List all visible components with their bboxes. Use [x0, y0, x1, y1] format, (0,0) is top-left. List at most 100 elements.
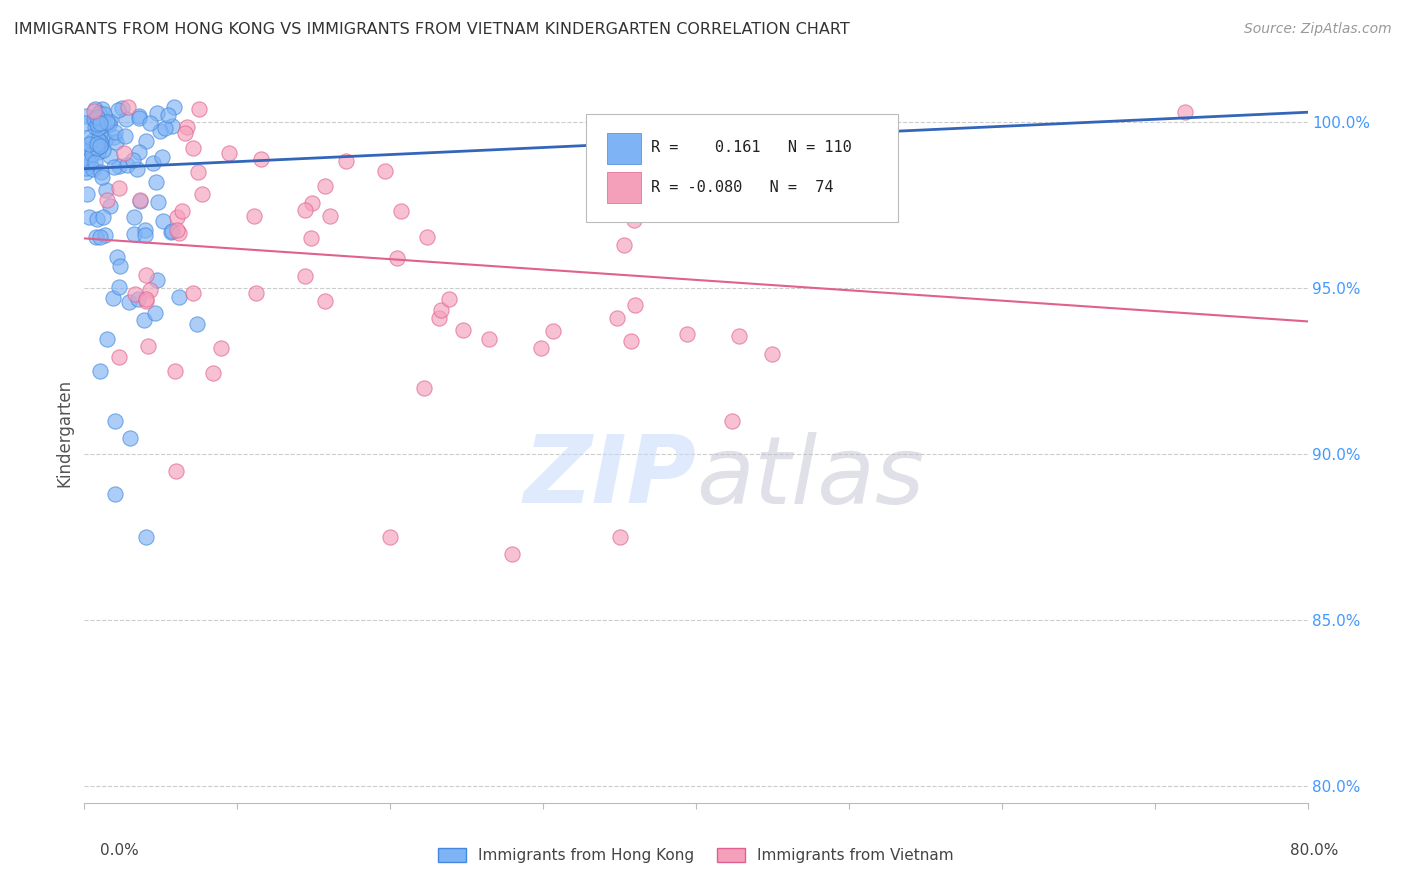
Point: [110, 259, 132, 273]
Text: ZIP: ZIP: [523, 431, 696, 523]
Point: [86, 111, 108, 125]
Point: [100, 149, 122, 163]
Point: [138, 283, 160, 297]
Point: [122, 227, 145, 241]
Point: [75, 109, 97, 123]
Point: [124, 287, 146, 301]
Point: [96, 332, 118, 346]
Point: [105, 251, 128, 265]
Point: [149, 124, 172, 138]
Text: 80.0%: 80.0%: [1291, 843, 1339, 858]
Point: [76, 187, 98, 202]
Point: [86, 211, 108, 226]
Y-axis label: Kindergarten: Kindergarten: [55, 378, 73, 487]
Point: [148, 195, 170, 210]
Point: [108, 280, 131, 294]
Point: [101, 291, 124, 305]
Point: [301, 196, 323, 211]
Point: [172, 204, 194, 219]
Point: [676, 327, 699, 342]
Point: [314, 178, 336, 193]
Point: [87, 112, 110, 127]
Point: [145, 175, 167, 189]
Point: [727, 329, 749, 343]
Point: [134, 313, 156, 327]
Point: [620, 334, 643, 348]
Point: [156, 108, 179, 122]
Point: [90, 137, 112, 152]
Point: [129, 194, 152, 208]
Point: [84, 102, 107, 116]
Point: [530, 341, 553, 355]
Bar: [606, 172, 641, 203]
Point: [75, 161, 97, 176]
Point: [79, 210, 101, 224]
Point: [152, 213, 174, 227]
Point: [145, 306, 167, 320]
Point: [108, 159, 131, 173]
Point: [122, 153, 145, 167]
Point: [115, 112, 138, 126]
Point: [84, 230, 107, 244]
Point: [415, 230, 437, 244]
Point: [299, 231, 322, 245]
Point: [91, 102, 114, 116]
Point: [120, 431, 142, 445]
Point: [209, 341, 232, 355]
Point: [613, 238, 636, 252]
Point: [250, 152, 273, 166]
Point: [606, 311, 628, 326]
Point: [191, 187, 214, 202]
Point: [135, 134, 157, 148]
Point: [202, 366, 225, 380]
Point: [86, 137, 108, 152]
Point: [80, 145, 103, 159]
Text: R = -0.080   N =  74: R = -0.080 N = 74: [651, 180, 834, 195]
Point: [77, 136, 100, 151]
Point: [122, 210, 145, 224]
Point: [94, 133, 117, 147]
Point: [97, 117, 120, 131]
Point: [111, 101, 134, 115]
Text: R =    0.161   N = 110: R = 0.161 N = 110: [651, 140, 852, 155]
Point: [146, 272, 169, 286]
Point: [79, 142, 101, 156]
Point: [136, 339, 159, 353]
Point: [173, 127, 195, 141]
Point: [128, 111, 150, 125]
Point: [134, 228, 156, 243]
Point: [135, 293, 157, 307]
Point: [1174, 105, 1197, 120]
Point: [166, 210, 188, 224]
Point: [73, 116, 96, 130]
Point: [478, 332, 501, 346]
Point: [385, 252, 408, 266]
Point: [127, 293, 149, 307]
Point: [146, 106, 169, 120]
Point: [83, 103, 105, 118]
Point: [118, 294, 141, 309]
Point: [160, 119, 183, 133]
Point: [87, 121, 110, 136]
Point: [107, 350, 129, 364]
Point: [380, 530, 402, 544]
Point: [89, 139, 111, 153]
Point: [502, 547, 524, 561]
Point: [427, 310, 450, 325]
Point: [98, 199, 121, 213]
Point: [75, 165, 97, 179]
Point: [79, 156, 101, 170]
Text: IMMIGRANTS FROM HONG KONG VS IMMIGRANTS FROM VIETNAM KINDERGARTEN CORRELATION CH: IMMIGRANTS FROM HONG KONG VS IMMIGRANTS …: [14, 22, 849, 37]
Point: [134, 223, 156, 237]
Point: [94, 183, 117, 197]
FancyBboxPatch shape: [586, 114, 898, 221]
Point: [82, 162, 104, 177]
Point: [103, 130, 125, 145]
Point: [163, 99, 186, 113]
Point: [135, 530, 157, 544]
Point: [76, 154, 98, 169]
Point: [129, 193, 152, 207]
Point: [437, 292, 460, 306]
Point: [314, 294, 336, 309]
Point: [91, 144, 114, 158]
